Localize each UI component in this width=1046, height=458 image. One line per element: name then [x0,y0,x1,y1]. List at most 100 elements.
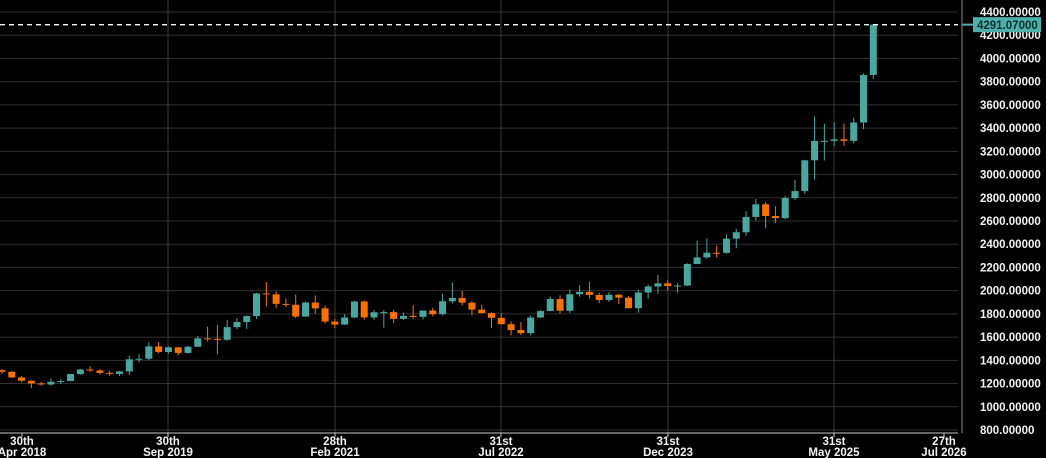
candle[interactable] [194,335,202,347]
candle[interactable] [683,263,691,287]
candle[interactable] [37,381,45,386]
candle[interactable] [311,295,319,314]
candle[interactable] [223,320,231,341]
candle[interactable] [850,117,858,144]
candle[interactable] [96,369,104,375]
candle[interactable] [184,345,192,354]
candle[interactable] [233,317,241,329]
candle[interactable] [742,211,750,236]
candle[interactable] [585,281,593,299]
candle[interactable] [556,295,564,314]
y-axis-label: 4000.00000 [980,53,1041,65]
candle[interactable] [292,294,300,318]
candle[interactable] [625,296,633,309]
candle-body [595,294,603,301]
candle[interactable] [566,289,574,313]
candle[interactable] [615,293,623,305]
candle[interactable] [654,274,662,294]
candle[interactable] [576,284,584,297]
candle[interactable] [390,309,398,324]
candle[interactable] [693,240,701,265]
candle[interactable] [791,179,799,201]
candle[interactable] [262,281,270,307]
candle[interactable] [439,293,447,316]
candle[interactable] [634,289,642,313]
candle[interactable] [272,291,280,309]
candle[interactable] [762,202,770,229]
candle[interactable] [860,73,868,130]
candle[interactable] [370,309,378,320]
candle[interactable] [497,312,505,325]
candle[interactable] [732,228,740,249]
candle[interactable] [605,292,613,303]
candle[interactable] [204,326,212,342]
candle[interactable] [713,245,721,258]
candle[interactable] [282,298,290,307]
candle[interactable] [811,116,819,180]
candle[interactable] [399,312,407,321]
candle[interactable] [243,315,251,329]
candle[interactable] [781,195,789,220]
candle[interactable] [155,342,163,354]
candle[interactable] [145,342,153,361]
candle[interactable] [321,305,329,324]
candle-body [752,204,760,217]
candle[interactable] [722,234,730,254]
candle[interactable] [86,366,94,372]
candle[interactable] [409,304,417,319]
candle[interactable] [527,315,535,336]
candle[interactable] [8,370,16,379]
candle[interactable] [76,368,84,375]
candle[interactable] [0,368,6,375]
candle[interactable] [458,290,466,306]
candle[interactable] [830,122,838,147]
candle[interactable] [869,24,877,79]
candle[interactable] [820,123,828,161]
candle[interactable] [771,206,779,223]
candle[interactable] [57,379,65,385]
candle[interactable] [164,346,172,354]
candle[interactable] [380,310,388,328]
candle[interactable] [488,312,495,328]
candle[interactable] [517,322,525,336]
candle[interactable] [703,238,711,259]
candle[interactable] [840,123,848,146]
candle[interactable] [468,301,476,316]
candle-body [194,338,202,347]
candle[interactable] [674,283,682,293]
candle[interactable] [106,370,114,376]
candle[interactable] [595,292,603,304]
candle[interactable] [27,380,35,389]
candle[interactable] [67,373,75,382]
candle[interactable] [253,292,261,319]
candle[interactable] [350,300,358,318]
candle[interactable] [18,375,26,383]
candle[interactable] [213,325,221,355]
candle[interactable] [115,371,123,376]
candle[interactable] [664,280,672,291]
candle-body [732,232,740,239]
candle[interactable] [478,304,486,314]
candle[interactable] [47,378,55,386]
candle[interactable] [331,319,339,329]
candle[interactable] [752,198,760,221]
candle-body [331,321,339,325]
candle[interactable] [419,310,427,320]
candle[interactable] [174,346,182,356]
candle[interactable] [360,300,368,320]
current-price-label-bg [973,17,1041,33]
candle[interactable] [448,282,456,304]
candle[interactable] [536,310,544,318]
candle[interactable] [135,354,143,363]
candle[interactable] [644,284,652,299]
candle[interactable] [125,355,133,375]
candle[interactable] [546,296,554,312]
candle[interactable] [301,301,309,317]
candle[interactable] [429,307,437,317]
candle[interactable] [801,159,809,194]
candle-body [605,294,613,301]
candle[interactable] [507,321,515,336]
candle-body [439,301,447,315]
candle[interactable] [341,314,349,325]
